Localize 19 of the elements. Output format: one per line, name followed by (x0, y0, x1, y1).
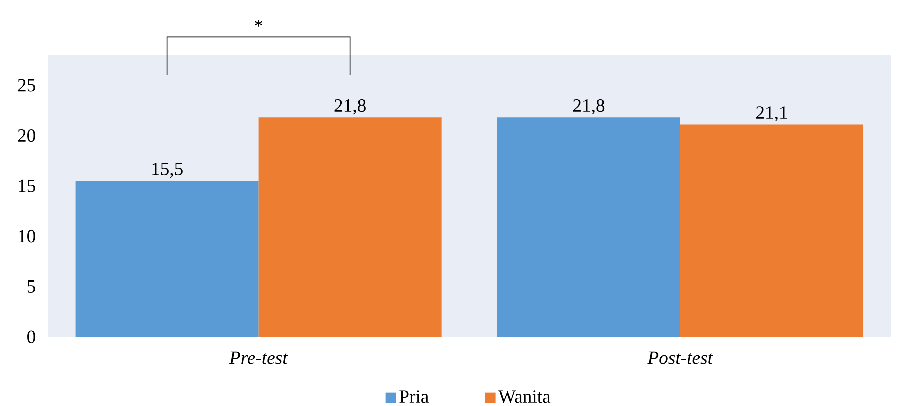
y-tick-label: 20 (18, 129, 36, 142)
y-tick-label: 5 (28, 280, 36, 293)
data-label: 15,5 (152, 162, 183, 178)
bar (258, 118, 442, 337)
data-label: 21,1 (756, 106, 788, 122)
x-tick-label: Post-test (648, 352, 714, 364)
y-tick-label: 10 (19, 230, 36, 243)
x-tick-label: Pre-test (229, 352, 288, 364)
legend-label: Pria (400, 390, 429, 403)
y-tick-label: 25 (18, 79, 36, 92)
y-tick-label: 0 (28, 330, 36, 344)
text: * (255, 20, 263, 27)
bar (680, 124, 864, 337)
y-tick-label: 15 (19, 180, 36, 192)
data-label: 21,8 (573, 99, 605, 115)
data-label: 21,8 (334, 99, 366, 115)
bar (497, 118, 680, 337)
legend-label: Wanita (498, 390, 551, 404)
bar (76, 180, 259, 337)
